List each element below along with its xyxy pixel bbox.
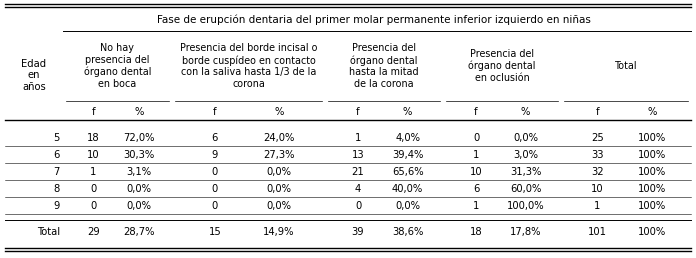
- Text: 1: 1: [473, 201, 480, 211]
- Text: 1: 1: [90, 167, 97, 177]
- Text: %: %: [134, 107, 144, 117]
- Text: 10: 10: [470, 167, 482, 177]
- Text: 0,0%: 0,0%: [267, 167, 292, 177]
- Text: 17,8%: 17,8%: [510, 227, 541, 237]
- Text: Fase de erupción dentaria del primer molar permanente inferior izquierdo en niña: Fase de erupción dentaria del primer mol…: [157, 15, 591, 25]
- Text: 39: 39: [351, 227, 364, 237]
- Text: 4: 4: [355, 184, 361, 194]
- Text: 1: 1: [355, 133, 361, 143]
- Text: 9: 9: [212, 150, 218, 160]
- Text: 28,7%: 28,7%: [124, 227, 155, 237]
- Text: 29: 29: [87, 227, 100, 237]
- Text: Presencia del
órgano dental
en oclusión: Presencia del órgano dental en oclusión: [468, 49, 536, 83]
- Text: 10: 10: [87, 150, 100, 160]
- Text: 39,4%: 39,4%: [392, 150, 423, 160]
- Text: 100%: 100%: [638, 150, 666, 160]
- Text: 27,3%: 27,3%: [263, 150, 295, 160]
- Text: 0: 0: [473, 133, 479, 143]
- Text: 33: 33: [591, 150, 603, 160]
- Text: 5: 5: [54, 133, 60, 143]
- Text: 0: 0: [212, 184, 218, 194]
- Text: %: %: [647, 107, 657, 117]
- Text: 6: 6: [212, 133, 218, 143]
- Text: 0: 0: [90, 184, 97, 194]
- Text: 30,3%: 30,3%: [124, 150, 155, 160]
- Text: 9: 9: [54, 201, 60, 211]
- Text: Total: Total: [37, 227, 60, 237]
- Text: 8: 8: [54, 184, 60, 194]
- Text: Presencia del
órgano dental
hasta la mitad
de la corona: Presencia del órgano dental hasta la mit…: [349, 43, 419, 89]
- Text: 100,0%: 100,0%: [507, 201, 544, 211]
- Text: 40,0%: 40,0%: [392, 184, 423, 194]
- Text: 1: 1: [473, 150, 480, 160]
- Text: 32: 32: [591, 167, 603, 177]
- Text: 13: 13: [351, 150, 364, 160]
- Text: 14,9%: 14,9%: [263, 227, 295, 237]
- Text: 100%: 100%: [638, 133, 666, 143]
- Text: 3,1%: 3,1%: [127, 167, 152, 177]
- Text: 15: 15: [209, 227, 221, 237]
- Text: 100%: 100%: [638, 184, 666, 194]
- Text: 65,6%: 65,6%: [392, 167, 423, 177]
- Text: f: f: [92, 107, 95, 117]
- Text: 0,0%: 0,0%: [395, 201, 420, 211]
- Text: 1: 1: [594, 201, 601, 211]
- Text: 25: 25: [591, 133, 603, 143]
- Text: 24,0%: 24,0%: [263, 133, 295, 143]
- Text: 38,6%: 38,6%: [392, 227, 423, 237]
- Text: 0: 0: [212, 167, 218, 177]
- Text: 21: 21: [351, 167, 365, 177]
- Text: %: %: [274, 107, 284, 117]
- Text: f: f: [213, 107, 216, 117]
- Text: 18: 18: [87, 133, 100, 143]
- Text: 60,0%: 60,0%: [510, 184, 541, 194]
- Text: No hay
presencia del
órgano dental
en boca: No hay presencia del órgano dental en bo…: [84, 43, 151, 89]
- Text: 100%: 100%: [638, 201, 666, 211]
- Text: 100%: 100%: [638, 227, 666, 237]
- Text: f: f: [356, 107, 360, 117]
- Text: Total: Total: [615, 61, 638, 71]
- Text: 3,0%: 3,0%: [513, 150, 538, 160]
- Text: 72,0%: 72,0%: [124, 133, 155, 143]
- Text: 0,0%: 0,0%: [267, 184, 292, 194]
- Text: 10: 10: [591, 184, 603, 194]
- Text: 6: 6: [473, 184, 480, 194]
- Text: 0: 0: [212, 201, 218, 211]
- Text: 7: 7: [54, 167, 60, 177]
- Text: 0: 0: [90, 201, 97, 211]
- Text: 0: 0: [355, 201, 361, 211]
- Text: 0,0%: 0,0%: [513, 133, 538, 143]
- Text: 0,0%: 0,0%: [267, 201, 292, 211]
- Text: 100%: 100%: [638, 167, 666, 177]
- Text: 31,3%: 31,3%: [510, 167, 541, 177]
- Text: 0,0%: 0,0%: [127, 201, 152, 211]
- Text: f: f: [474, 107, 478, 117]
- Text: Edad
en
años: Edad en años: [22, 59, 47, 92]
- Text: 101: 101: [588, 227, 607, 237]
- Text: 4,0%: 4,0%: [395, 133, 420, 143]
- Text: 18: 18: [470, 227, 482, 237]
- Text: %: %: [403, 107, 412, 117]
- Text: %: %: [521, 107, 530, 117]
- Text: Presencia del borde incisal o
borde cuspídeo en contacto
con la saliva hasta 1/3: Presencia del borde incisal o borde cusp…: [180, 43, 317, 89]
- Text: f: f: [596, 107, 599, 117]
- Text: 0,0%: 0,0%: [127, 184, 152, 194]
- Text: 6: 6: [54, 150, 60, 160]
